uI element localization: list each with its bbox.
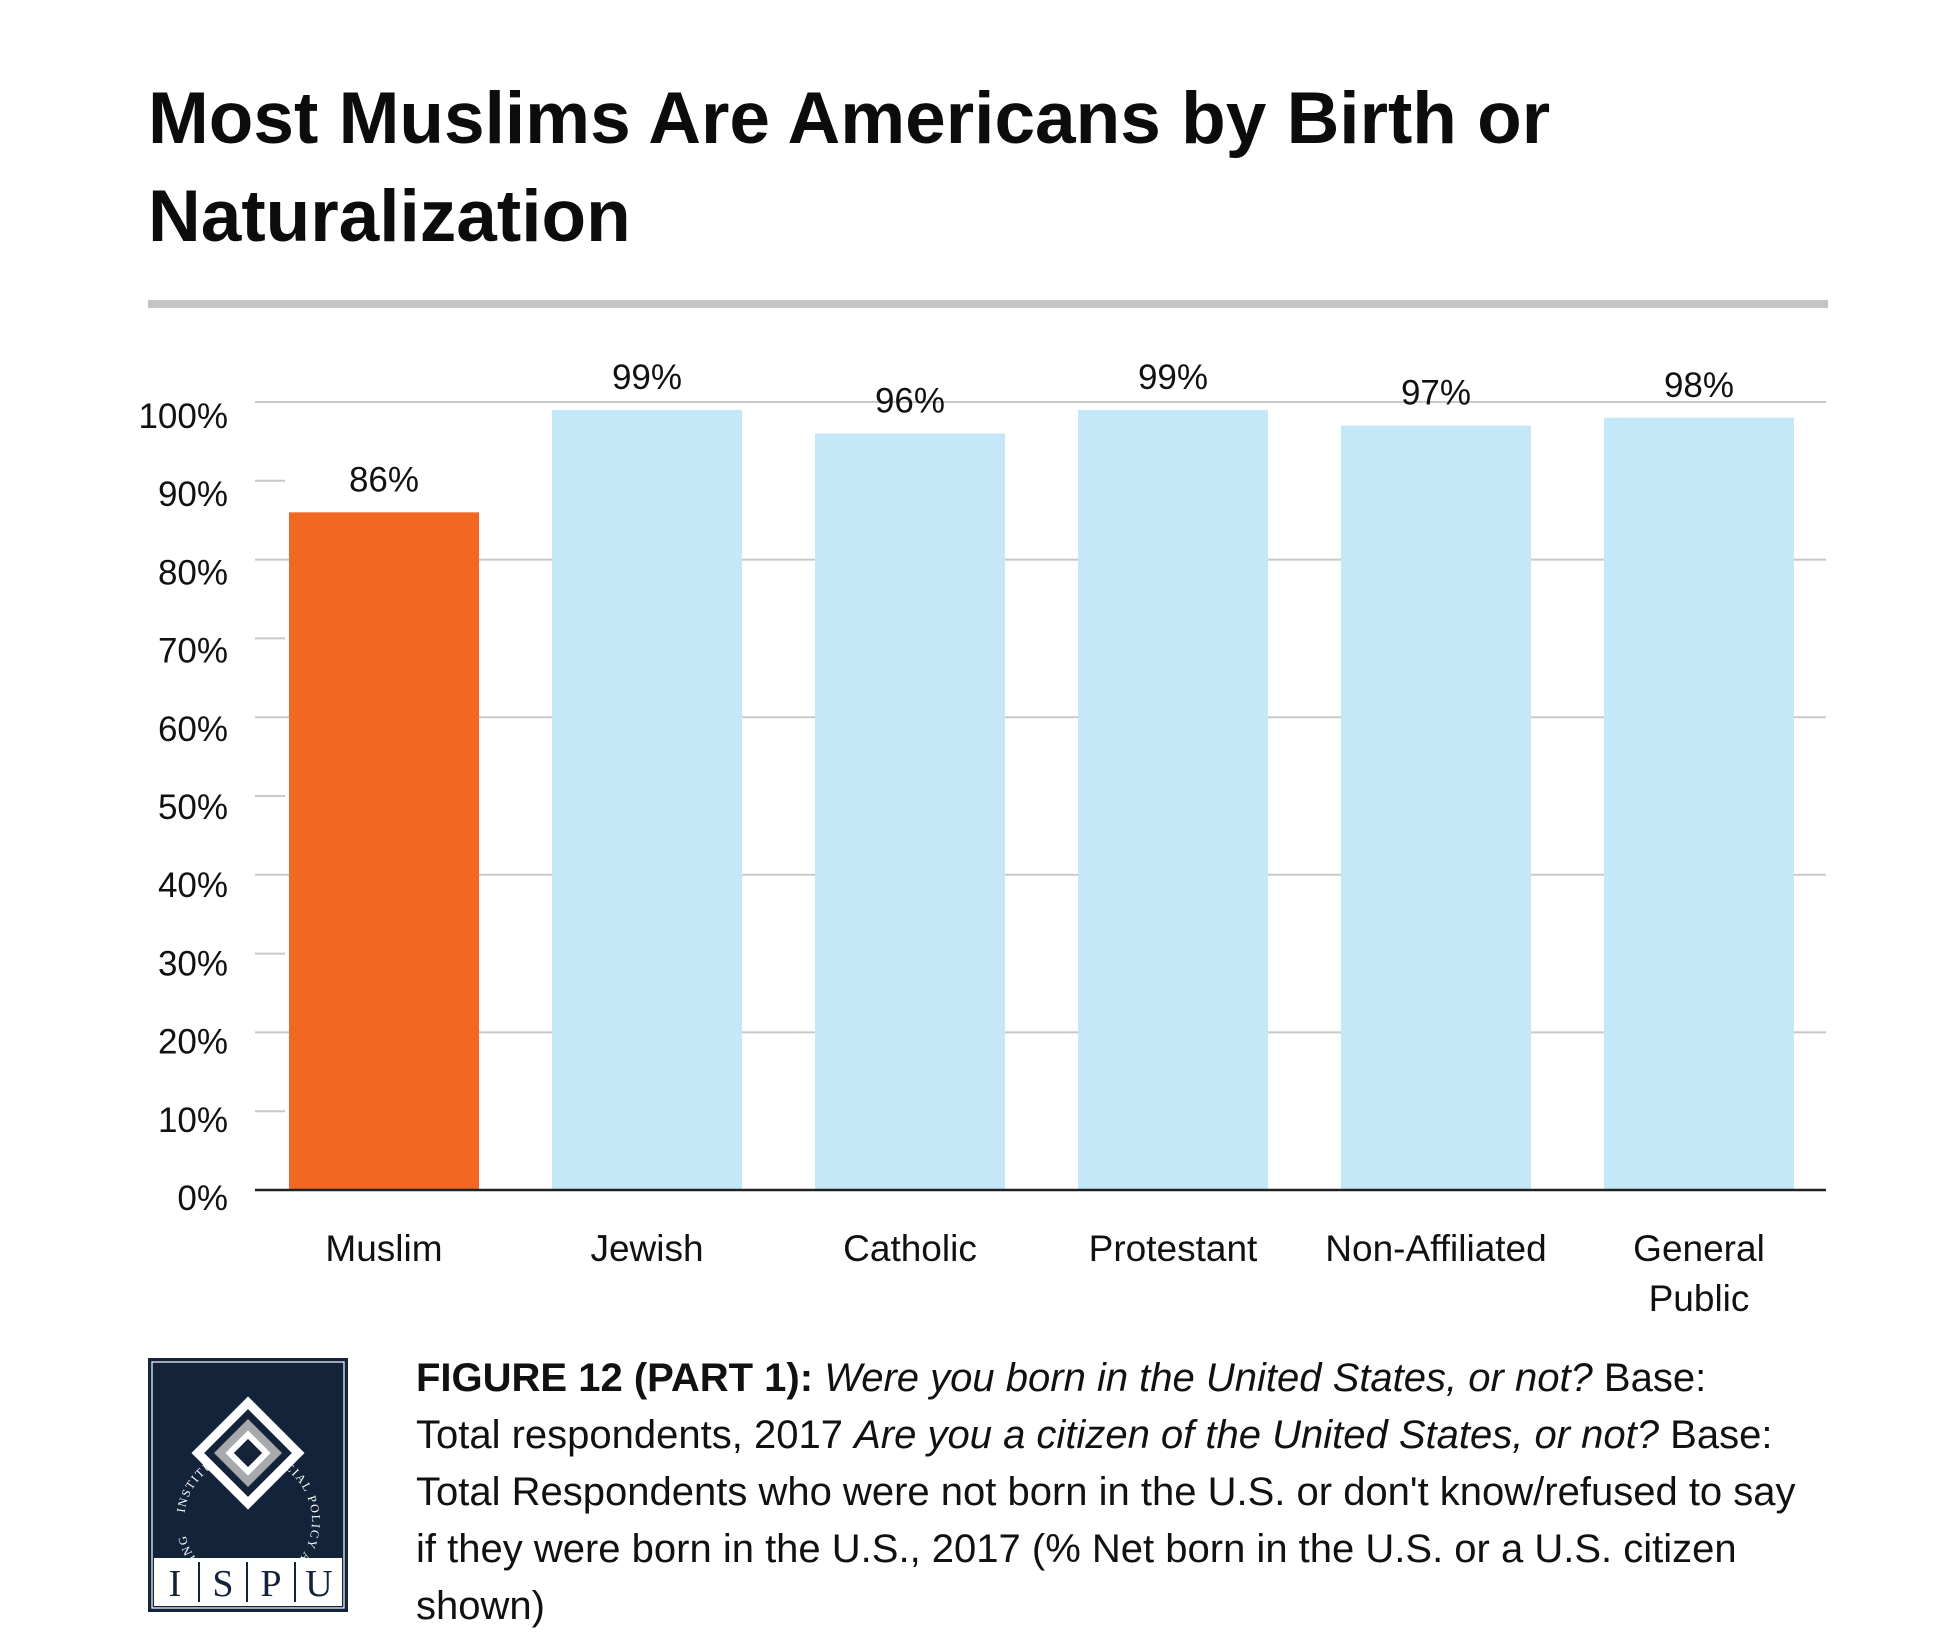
logo-letters: I S P U (169, 1563, 333, 1605)
figure-caption: FIGURE 12 (PART 1): Were you born in the… (416, 1350, 1796, 1635)
y-tick-label: 90% (158, 475, 228, 514)
category-label: Catholic (843, 1228, 977, 1269)
bar-chart: 0% 10% 20% 30% 40% 50% 60% 70% 80% 90% 100% 86% 99%… (138, 358, 1826, 1319)
y-tick-label: 10% (158, 1101, 228, 1140)
logo-letter: P (260, 1563, 281, 1605)
category-label: General (1633, 1228, 1765, 1269)
category-label: Muslim (325, 1228, 442, 1269)
bars (289, 409, 1794, 1190)
category-label: Public (1649, 1278, 1750, 1319)
value-label: 97% (1401, 374, 1471, 413)
category-label: Non-Affiliated (1325, 1228, 1546, 1269)
y-tick-label: 80% (158, 553, 228, 592)
y-tick-label: 20% (158, 1023, 228, 1062)
value-label: 99% (612, 358, 682, 397)
logo-letter: S (212, 1563, 233, 1605)
ispu-logo: INSTITUTE FOR SOCIAL POLICY AND UNDERSTA… (148, 1358, 348, 1612)
figure-label: FIGURE 12 (PART 1): (416, 1356, 814, 1400)
title-divider (148, 300, 1828, 308)
y-tick-label: 100% (138, 397, 228, 436)
category-labels: Muslim Jewish Catholic Protestant Non-Affili… (325, 1228, 1764, 1319)
value-label: 86% (349, 460, 419, 499)
question-1: Were you born in the United States, or n… (824, 1356, 1593, 1400)
figure-footer: INSTITUTE FOR SOCIAL POLICY AND UNDERSTA… (148, 1356, 1848, 1628)
base-2: Base: Total Respondents who were not bor… (416, 1413, 1796, 1628)
question-2: Are you a citizen of the United States, … (854, 1413, 1660, 1457)
category-label: Protestant (1089, 1228, 1258, 1269)
y-tick-label: 70% (158, 632, 228, 671)
y-tick-label: 30% (158, 944, 228, 983)
bar-jewish (552, 409, 742, 1190)
logo-letter: I (169, 1563, 182, 1605)
category-label: Jewish (590, 1228, 703, 1269)
value-label: 98% (1664, 366, 1734, 405)
bar-non-affiliated (1341, 425, 1531, 1190)
value-label: 96% (875, 382, 945, 421)
value-label: 99% (1138, 358, 1208, 397)
bar-protestant (1078, 409, 1268, 1190)
base-1: Base: Total respondents, 2017 (416, 1356, 1707, 1457)
chart-title: Most Muslims Are Americans by Birth or N… (148, 78, 1551, 257)
gridlines (255, 401, 1826, 1113)
y-tick-label: 50% (158, 788, 228, 827)
y-tick-label: 60% (158, 710, 228, 749)
logo-letter: U (305, 1563, 332, 1605)
y-tick-label: 40% (158, 866, 228, 905)
bar-general-public (1604, 417, 1794, 1190)
bar-muslim (289, 512, 479, 1190)
value-labels: 86% 99% 96% 99% 97% 98% (349, 358, 1734, 499)
bar-catholic (815, 433, 1005, 1190)
y-axis-ticks: 0% 10% 20% 30% 40% 50% 60% 70% 80% 90% 100% (138, 397, 228, 1218)
y-tick-label: 0% (177, 1179, 228, 1218)
